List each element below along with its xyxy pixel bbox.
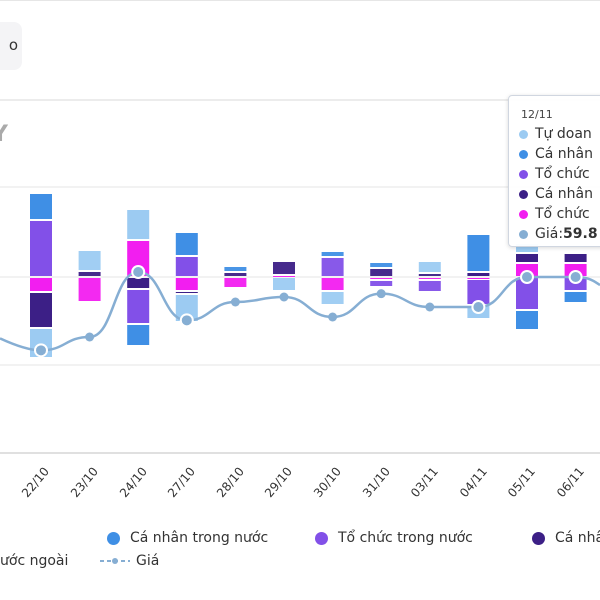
dot-icon bbox=[519, 209, 528, 219]
bar-segment-ca_nhan_nuoc_ngoai bbox=[273, 262, 295, 274]
filter-button[interactable]: o bbox=[0, 22, 22, 70]
tooltip-date: 12/11 bbox=[521, 108, 553, 121]
tooltip-price-row: Giá: 59.8 bbox=[519, 226, 598, 242]
dot-icon bbox=[519, 129, 528, 139]
tooltip: 12/11 Tự doan Cá nhân Tổ chức Cá nhân Tổ… bbox=[508, 95, 600, 247]
chart-title: Y bbox=[0, 122, 8, 147]
price-point bbox=[328, 312, 338, 322]
bar-segment-to_chuc_nuoc_ngoai bbox=[418, 278, 441, 279]
card-divider bbox=[0, 99, 600, 101]
tooltip-label: Tổ chức bbox=[535, 206, 590, 222]
dot-icon bbox=[519, 169, 528, 179]
legend-dot-icon bbox=[107, 531, 120, 545]
legend-label: Cá nhân trong nước bbox=[130, 530, 269, 546]
bar-segment-ca_nhan_trong_nuoc bbox=[30, 194, 52, 219]
bar-segment-ca_nhan_nuoc_ngoai bbox=[467, 273, 490, 276]
dashed-line-marker-icon bbox=[100, 558, 130, 564]
tooltip-label: Cá nhân bbox=[535, 186, 594, 202]
bar-segment-tu_doanh bbox=[516, 244, 538, 252]
bar-segment-to_chuc_trong_nuoc bbox=[467, 280, 490, 304]
bar-segment-tu_doanh bbox=[321, 292, 344, 304]
price-point bbox=[279, 292, 289, 302]
bar-segment-tu_doanh bbox=[127, 210, 150, 239]
bar-segment-to_chuc_nuoc_ngoai bbox=[175, 278, 198, 290]
bar-segment-ca_nhan_trong_nuoc bbox=[224, 267, 247, 271]
bar-segment-to_chuc_nuoc_ngoai bbox=[78, 278, 101, 301]
bar-segment-tu_doanh bbox=[418, 262, 441, 272]
legend-gia[interactable]: Giá bbox=[100, 553, 159, 569]
price-point bbox=[230, 297, 240, 307]
bar-segment-ca_nhan_nuoc_ngoai bbox=[127, 278, 150, 288]
legend-to-chuc-nuoc-ngoai[interactable]: ước ngoài bbox=[0, 553, 68, 569]
bar-segment-to_chuc_nuoc_ngoai bbox=[30, 278, 52, 291]
legend-label: ước ngoài bbox=[0, 553, 69, 569]
bar-segment-to_chuc_nuoc_ngoai bbox=[127, 241, 150, 276]
bar-segment-ca_nhan_nuoc_ngoai bbox=[30, 293, 52, 327]
tooltip-price-value: 59.8 bbox=[563, 226, 598, 242]
dot-icon bbox=[519, 149, 528, 159]
bar-segment-tu_doanh bbox=[273, 278, 295, 290]
bar-segment-ca_nhan_trong_nuoc bbox=[321, 252, 344, 256]
price-point bbox=[85, 332, 95, 342]
dot-icon bbox=[519, 189, 528, 199]
bar-segment-tu_doanh bbox=[78, 251, 101, 270]
tooltip-row: Tự doan bbox=[519, 126, 592, 142]
price-point bbox=[133, 267, 144, 277]
bar-segment-to_chuc_trong_nuoc bbox=[127, 290, 150, 323]
filter-button-label: o bbox=[8, 36, 18, 54]
bar-segment-to_chuc_trong_nuoc bbox=[516, 278, 538, 309]
bar-segment-to_chuc_trong_nuoc bbox=[175, 257, 198, 276]
bar-segment-ca_nhan_nuoc_ngoai bbox=[175, 292, 198, 293]
bar-segment-ca_nhan_trong_nuoc bbox=[127, 325, 150, 345]
bar-segment-to_chuc_trong_nuoc bbox=[418, 281, 441, 291]
bar-segment-to_chuc_trong_nuoc bbox=[321, 258, 344, 276]
price-point bbox=[181, 315, 192, 326]
bar-segment-ca_nhan_trong_nuoc bbox=[370, 263, 393, 267]
bar-segment-to_chuc_nuoc_ngoai bbox=[273, 276, 295, 277]
legend-dot-icon bbox=[532, 531, 545, 545]
bar-segment-ca_nhan_trong_nuoc bbox=[564, 292, 587, 302]
tooltip-label: Cá nhân bbox=[535, 146, 594, 162]
tooltip-label: Tổ chức bbox=[535, 166, 590, 182]
tooltip-row: Cá nhân bbox=[519, 186, 593, 202]
bar-segment-to_chuc_trong_nuoc bbox=[30, 221, 52, 276]
tooltip-row: Tổ chức bbox=[519, 166, 590, 182]
bar-segment-to_chuc_trong_nuoc bbox=[370, 281, 393, 286]
dot-icon bbox=[519, 229, 528, 239]
price-line bbox=[0, 270, 600, 352]
legend-label: Tổ chức trong nước bbox=[338, 530, 473, 546]
bar-segment-ca_nhan_trong_nuoc bbox=[175, 233, 198, 255]
bar-segment-to_chuc_nuoc_ngoai bbox=[224, 278, 247, 287]
bar-segment-ca_nhan_nuoc_ngoai bbox=[418, 274, 441, 276]
price-point bbox=[425, 302, 435, 312]
legend-dot-icon bbox=[315, 531, 328, 545]
legend-ca-nhan-nuoc-ngoai[interactable]: Cá nhâ bbox=[532, 530, 600, 546]
bar-segment-ca_nhan_nuoc_ngoai bbox=[564, 254, 587, 262]
bar-segment-ca_nhan_nuoc_ngoai bbox=[78, 272, 101, 276]
bar-segment-ca_nhan_nuoc_ngoai bbox=[370, 269, 393, 276]
bar-segment-to_chuc_nuoc_ngoai bbox=[321, 278, 344, 290]
bar-segment-to_chuc_nuoc_ngoai bbox=[370, 278, 393, 279]
tooltip-label: Tự doan bbox=[535, 126, 592, 142]
tooltip-row: Cá nhân bbox=[519, 146, 593, 162]
legend-label: Giá bbox=[136, 553, 160, 569]
bar-segment-ca_nhan_nuoc_ngoai bbox=[224, 273, 247, 276]
bar-segment-ca_nhan_nuoc_ngoai bbox=[516, 254, 538, 262]
top-border bbox=[0, 0, 600, 1]
legend-label: Cá nhâ bbox=[555, 530, 600, 546]
price-point bbox=[36, 345, 46, 356]
bar-segment-to_chuc_nuoc_ngoai bbox=[467, 278, 490, 279]
price-point bbox=[522, 272, 532, 282]
bar-segment-ca_nhan_trong_nuoc bbox=[467, 235, 490, 271]
tooltip-row: Tổ chức bbox=[519, 206, 590, 222]
legend-to-chuc-trong-nuoc[interactable]: Tổ chức trong nước bbox=[315, 530, 473, 546]
price-point bbox=[376, 289, 386, 299]
bar-segment-ca_nhan_trong_nuoc bbox=[516, 311, 538, 329]
price-point bbox=[570, 272, 581, 282]
tooltip-label: Giá: bbox=[535, 226, 564, 242]
bar-segment-tu_doanh bbox=[175, 295, 198, 321]
price-point bbox=[473, 302, 484, 312]
legend-ca-nhan-trong-nuoc[interactable]: Cá nhân trong nước bbox=[107, 530, 268, 546]
